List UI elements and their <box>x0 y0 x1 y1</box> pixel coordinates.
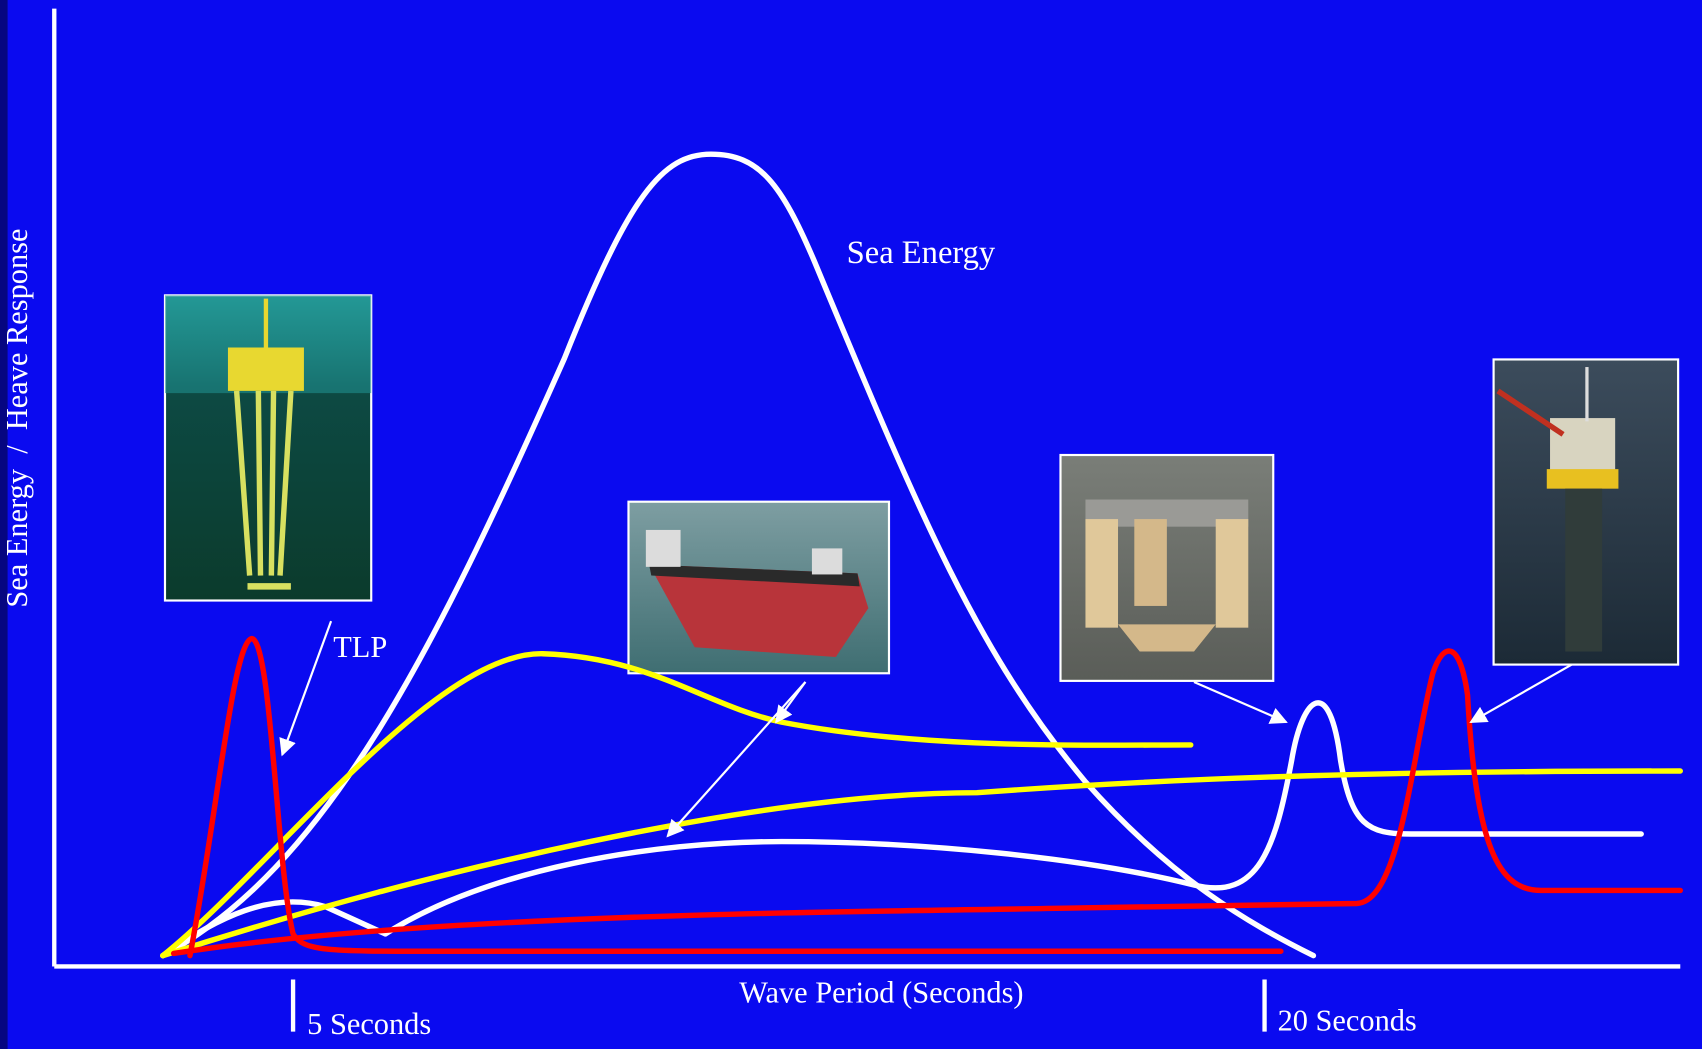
annotation: TLP <box>333 630 387 664</box>
ship-photo <box>627 500 891 675</box>
ship-response-curve <box>160 651 1194 959</box>
spar-photo <box>1492 358 1680 666</box>
tlp-response-curve <box>187 635 1284 959</box>
sea-energy-curve <box>160 151 1317 959</box>
tlp-photo <box>163 294 373 602</box>
edge <box>0 0 8 1049</box>
y-axis-label: Sea Energy / Heave Response <box>0 229 34 608</box>
period-label: 5 Seconds <box>307 1007 431 1041</box>
x-axis-label: Wave Period (Seconds) <box>739 975 1023 1009</box>
arrows <box>279 620 1573 838</box>
annotation: Sea Energy <box>847 235 996 271</box>
semisub-photo <box>1059 453 1275 682</box>
spar-response-curve <box>170 648 1684 957</box>
ship-response-curve <box>160 768 1684 959</box>
period-label: 20 Seconds <box>1278 1004 1417 1038</box>
